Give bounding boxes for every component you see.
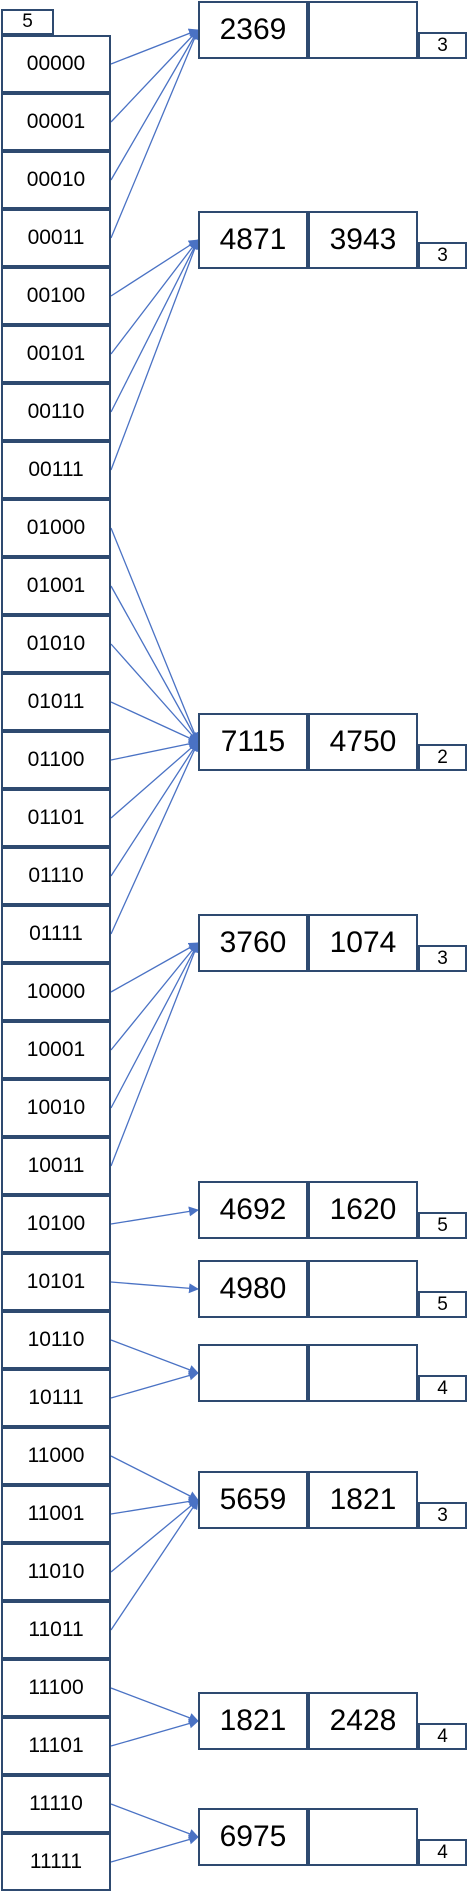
- bucket-key-slot: 3943: [308, 211, 418, 269]
- pointer-arrow: [110, 1803, 199, 1839]
- directory-entry: 00110: [1, 383, 111, 441]
- bucket-key-slot: [308, 1808, 418, 1866]
- bucket-key-slot: 2428: [308, 1692, 418, 1750]
- bucket-key-slot: 1821: [308, 1471, 418, 1529]
- directory-entry: 00001: [1, 93, 111, 151]
- pointer-arrow: [110, 527, 200, 743]
- pointer-arrow: [110, 29, 200, 239]
- pointer-arrow: [110, 738, 199, 761]
- bucket-key-slot: [308, 1260, 418, 1318]
- pointer-arrow: [110, 942, 199, 1051]
- directory-entry: 00011: [1, 209, 111, 267]
- bucket-key-slot: 4750: [308, 713, 418, 771]
- directory-entry: 10101: [1, 1253, 111, 1311]
- pointer-arrow: [110, 1455, 199, 1501]
- pointer-arrow: [110, 1687, 199, 1723]
- directory-entry: 11010: [1, 1543, 111, 1601]
- bucket-key-slot: [198, 1344, 308, 1402]
- bucket-key-slot: 7115: [198, 713, 308, 771]
- pointer-arrow: [110, 1499, 199, 1631]
- directory-entry: 01011: [1, 673, 111, 731]
- pointer-arrow: [110, 1206, 199, 1225]
- directory-entry: 10011: [1, 1137, 111, 1195]
- pointer-arrow: [110, 1281, 199, 1294]
- pointer-arrow: [110, 239, 199, 413]
- bucket-key-slot: 1074: [308, 914, 418, 972]
- directory-entry: 10001: [1, 1021, 111, 1079]
- local-depth-badge: 5: [418, 1212, 467, 1239]
- local-depth-badge: 4: [418, 1375, 467, 1402]
- pointer-arrow: [110, 1834, 199, 1863]
- pointer-arrow: [110, 942, 199, 993]
- local-depth-badge: 3: [418, 1502, 467, 1529]
- directory-entry: 10111: [1, 1369, 111, 1427]
- bucket-key-slot: 5659: [198, 1471, 308, 1529]
- directory-entry: 00010: [1, 151, 111, 209]
- directory-entry: 01110: [1, 847, 111, 905]
- pointer-arrow: [110, 1370, 199, 1399]
- bucket-key-slot: [308, 1344, 418, 1402]
- directory-entry: 11011: [1, 1601, 111, 1659]
- pointer-arrow: [110, 1718, 199, 1747]
- pointer-arrow: [110, 701, 199, 743]
- local-depth-badge: 3: [418, 945, 467, 972]
- directory-entry: 11111: [1, 1833, 111, 1891]
- directory-entry: 00111: [1, 441, 111, 499]
- directory-entry: 01100: [1, 731, 111, 789]
- pointer-arrow: [110, 28, 199, 65]
- pointer-arrow: [110, 239, 200, 471]
- local-depth-badge: 3: [418, 32, 467, 59]
- bucket-key-slot: 3760: [198, 914, 308, 972]
- pointer-arrow: [110, 239, 199, 355]
- directory-entry: 11100: [1, 1659, 111, 1717]
- local-depth-badge: 2: [418, 744, 467, 771]
- bucket-key-slot: [308, 1, 418, 59]
- directory-entry: 10110: [1, 1311, 111, 1369]
- directory-entry: 00101: [1, 325, 111, 383]
- local-depth-badge: 4: [418, 1839, 467, 1866]
- pointer-arrow: [110, 1496, 199, 1515]
- pointer-arrow: [110, 29, 199, 123]
- pointer-arrow: [110, 29, 199, 181]
- directory-entry: 00100: [1, 267, 111, 325]
- bucket-key-slot: 4871: [198, 211, 308, 269]
- pointer-arrow: [110, 1499, 199, 1573]
- directory-entry: 11001: [1, 1485, 111, 1543]
- pointer-arrow: [110, 1339, 199, 1375]
- bucket-key-slot: 6975: [198, 1808, 308, 1866]
- bucket-key-slot: 4980: [198, 1260, 308, 1318]
- pointer-arrow: [110, 942, 199, 1109]
- pointer-arrow: [110, 741, 199, 877]
- pointer-arrow: [110, 239, 199, 297]
- directory-entry: 00000: [1, 35, 111, 93]
- pointer-arrow: [110, 741, 199, 819]
- pointer-arrow: [110, 585, 199, 743]
- directory-entry: 01111: [1, 905, 111, 963]
- pointer-arrow: [110, 942, 200, 1167]
- directory-entry: 01101: [1, 789, 111, 847]
- directory-entry: 10100: [1, 1195, 111, 1253]
- bucket-key-slot: 1821: [198, 1692, 308, 1750]
- directory-entry: 10000: [1, 963, 111, 1021]
- directory-entry: 01001: [1, 557, 111, 615]
- local-depth-badge: 4: [418, 1723, 467, 1750]
- global-depth: 5: [1, 9, 54, 35]
- directory-entry: 11101: [1, 1717, 111, 1775]
- bucket-key-slot: 2369: [198, 1, 308, 59]
- pointer-arrow: [110, 643, 199, 743]
- pointer-arrow: [110, 741, 199, 935]
- directory-entry: 11000: [1, 1427, 111, 1485]
- directory-entry: 01010: [1, 615, 111, 673]
- directory-entry: 01000: [1, 499, 111, 557]
- bucket-key-slot: 4692: [198, 1181, 308, 1239]
- bucket-key-slot: 1620: [308, 1181, 418, 1239]
- directory-entry: 10010: [1, 1079, 111, 1137]
- local-depth-badge: 3: [418, 242, 467, 269]
- local-depth-badge: 5: [418, 1291, 467, 1318]
- directory-entry: 11110: [1, 1775, 111, 1833]
